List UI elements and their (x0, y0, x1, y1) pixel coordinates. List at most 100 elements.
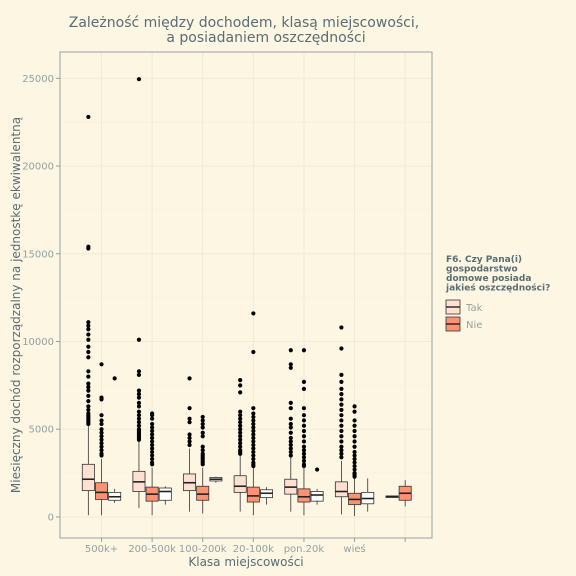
outlier-point (301, 348, 307, 353)
outlier-point (200, 430, 205, 435)
outlier-point (86, 320, 91, 325)
outlier-point (86, 332, 91, 337)
outlier-point (238, 377, 243, 383)
box-group (145, 411, 159, 516)
box-group (260, 487, 273, 505)
box-group (398, 480, 412, 507)
box (196, 485, 210, 501)
outlier-point (251, 406, 256, 411)
outlier-point (301, 444, 307, 449)
box-group (348, 404, 362, 517)
outlier-point (352, 449, 357, 455)
chart-title-line: a posiadaniem oszczędności (166, 30, 365, 46)
outlier-point (99, 427, 104, 432)
outlier-point (251, 453, 256, 458)
outlier-point (301, 448, 307, 453)
outlier-point (238, 413, 243, 418)
outlier-point (288, 435, 293, 441)
outlier-point (150, 432, 155, 437)
box-group (284, 348, 298, 512)
outlier-point (150, 428, 155, 434)
outlier-point (150, 425, 155, 430)
outlier-point (200, 414, 205, 420)
outlier-point (339, 392, 344, 397)
outlier-point (288, 406, 293, 411)
legend-title-line: domowe posiada (446, 274, 531, 284)
outlier-point (251, 435, 256, 441)
box (334, 481, 348, 498)
y-tick-label: 5000 (29, 425, 54, 436)
outlier-point (99, 413, 104, 418)
outlier-point (150, 449, 155, 455)
outlier-point (251, 414, 256, 420)
outlier-point (86, 374, 91, 379)
outlier-point (238, 390, 243, 395)
outlier-point (99, 418, 104, 423)
outlier-point (339, 402, 344, 407)
outlier-point (86, 369, 91, 374)
outlier-point (136, 423, 142, 428)
box-group (196, 414, 210, 514)
outlier-point (136, 395, 142, 400)
outlier-point (150, 442, 155, 448)
outlier-point (352, 439, 357, 444)
outlier-point (301, 455, 307, 460)
box-group (233, 377, 247, 512)
box-group (334, 325, 348, 515)
box (158, 487, 172, 501)
outlier-point (238, 451, 243, 456)
outlier-point (150, 446, 155, 451)
outlier-point (238, 383, 243, 388)
outlier-point (99, 444, 104, 449)
box-group (183, 376, 197, 512)
chart-title: Zależność między dochodem, klasą miejsco… (69, 15, 419, 46)
outlier-point (352, 404, 357, 409)
outlier-point (251, 439, 256, 444)
outlier-point (339, 428, 344, 434)
outlier-point (339, 386, 344, 391)
y-tick-label: 25000 (22, 74, 54, 85)
outlier-point (251, 456, 256, 462)
outlier-point (99, 397, 104, 402)
outlier-point (86, 407, 91, 413)
outlier-point (86, 388, 91, 393)
outlier-point (352, 474, 357, 479)
box-group (132, 77, 146, 509)
outlier-point (288, 446, 293, 451)
legend-item: Tak (445, 299, 483, 315)
outlier-point (136, 392, 142, 397)
outlier-point (187, 442, 192, 448)
outlier-point (187, 420, 192, 425)
legend-title-line: gospodarstwo (446, 265, 518, 275)
outlier-point (136, 77, 142, 82)
box-group (209, 476, 223, 483)
box (246, 486, 260, 503)
box (310, 491, 324, 502)
outlier-point (315, 467, 320, 472)
box-group (361, 478, 375, 512)
outlier-point (86, 355, 91, 360)
outlier-point (86, 381, 91, 386)
box-group (158, 486, 172, 505)
legend-label: Nie (466, 320, 482, 331)
outlier-point (200, 425, 205, 430)
outlier-point (136, 437, 142, 442)
legend-label: Tak (465, 303, 483, 314)
outlier-point (352, 453, 357, 458)
outlier-point (339, 451, 344, 456)
outlier-point (99, 421, 104, 427)
outlier-point (352, 463, 357, 469)
outlier-point (187, 435, 192, 441)
outlier-point (200, 462, 205, 467)
outlier-point (288, 365, 293, 370)
outlier-point (99, 448, 104, 453)
x-axis-title: Klasa miejscowości (188, 555, 303, 569)
outlier-point (339, 397, 344, 402)
outlier-point (352, 444, 357, 449)
outlier-point (288, 453, 293, 458)
outlier-point (251, 446, 256, 451)
outlier-point (352, 428, 357, 434)
outlier-point (136, 413, 142, 418)
outlier-point (339, 413, 344, 418)
outlier-point (288, 416, 293, 421)
